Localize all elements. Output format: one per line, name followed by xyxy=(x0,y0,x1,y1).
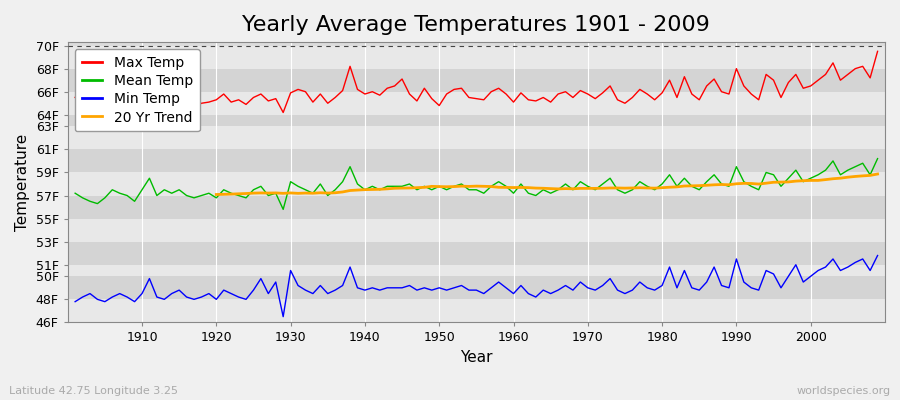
Bar xyxy=(68,172,885,196)
Title: Yearly Average Temperatures 1901 - 2009: Yearly Average Temperatures 1901 - 2009 xyxy=(242,15,710,35)
Bar xyxy=(68,46,885,69)
Bar xyxy=(68,196,885,218)
X-axis label: Year: Year xyxy=(460,350,492,365)
Bar xyxy=(68,126,885,149)
Text: Latitude 42.75 Longitude 3.25: Latitude 42.75 Longitude 3.25 xyxy=(9,386,178,396)
Bar xyxy=(68,149,885,172)
Bar xyxy=(68,69,885,92)
Bar xyxy=(68,242,885,265)
Bar xyxy=(68,265,885,276)
Bar xyxy=(68,299,885,322)
Text: worldspecies.org: worldspecies.org xyxy=(796,386,891,396)
Bar xyxy=(68,92,885,115)
Bar xyxy=(68,276,885,299)
Legend: Max Temp, Mean Temp, Min Temp, 20 Yr Trend: Max Temp, Mean Temp, Min Temp, 20 Yr Tre… xyxy=(75,49,200,132)
Bar xyxy=(68,115,885,126)
Bar xyxy=(68,218,885,242)
Y-axis label: Temperature: Temperature xyxy=(15,134,30,231)
